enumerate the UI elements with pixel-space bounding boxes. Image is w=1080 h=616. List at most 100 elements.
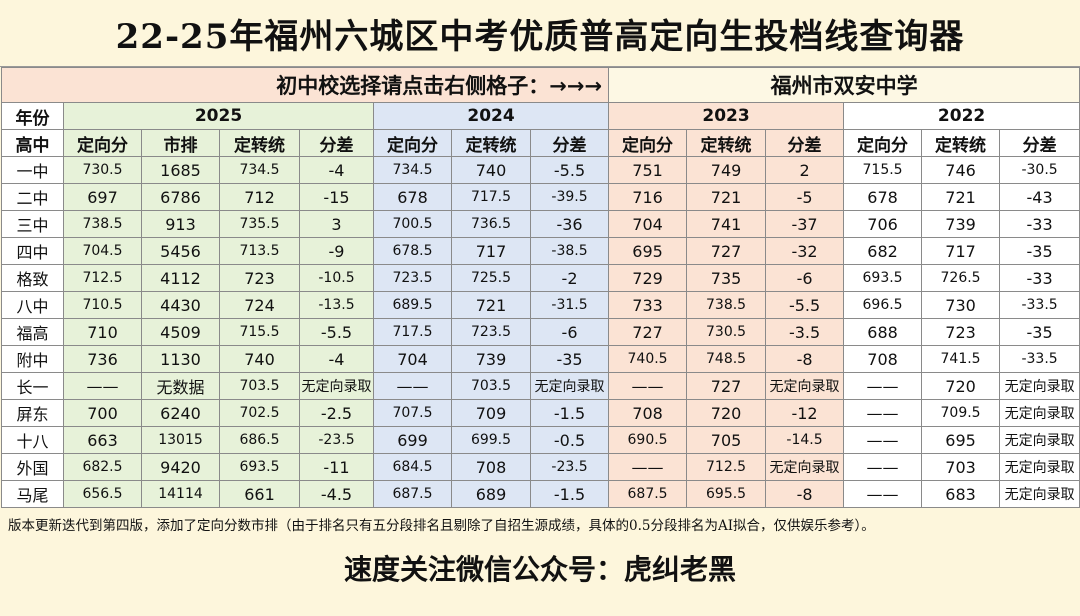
version-note: 版本更新迭代到第四版，添加了定向分数市排（由于排名只有五分段排名且剔除了自招生源… [8,518,875,534]
table-cell: 735.5 [219,210,300,238]
table-cell: 无定向录取 [999,453,1080,481]
table-cell: 720 [686,399,767,427]
school-name-cell: 二中 [1,183,64,211]
table-cell: 727 [686,237,767,265]
table-cell: 6240 [141,399,220,427]
table-cell: 726.5 [921,264,1001,292]
table-cell: 715.5 [843,156,923,184]
score-table: 初中校选择请点击右侧格子：→→→ 福州市双安中学 年份 2025 2024 20… [0,67,1080,508]
year-header-2024: 2024 [372,102,610,130]
table-cell: 748.5 [686,345,767,373]
table-cell: -2 [529,264,610,292]
table-row: 外国 682.5 9420 693.5 -11 684.5 708 -23.5 —— 712.5 无… [1,453,1080,481]
table-cell: 710.5 [63,291,142,319]
table-cell: 9420 [141,453,220,481]
table-cell: 689 [451,480,531,508]
table-cell: —— [608,453,688,481]
table-cell: —— [843,372,923,400]
table-cell: -4 [299,345,374,373]
table-cell: 713.5 [219,237,300,265]
table-cell: 656.5 [63,480,142,508]
table-cell: 无定向录取 [299,372,374,400]
table-cell: 730 [921,291,1001,319]
col-header: 定转统 [686,129,767,157]
table-cell: 723 [921,318,1001,346]
table-cell: -35 [529,345,610,373]
table-cell: 682 [843,237,923,265]
table-cell: 693.5 [843,264,923,292]
table-row: 十八 663 13015 686.5 -23.5 699 699.5 -0.5 690.5 705… [1,426,1080,454]
table-cell: -33.5 [999,291,1080,319]
table-cell: -38.5 [529,237,610,265]
school-selector-cell[interactable]: 福州市双安中学 [608,67,1080,103]
table-cell: 14114 [141,480,220,508]
table-cell: 738.5 [63,210,142,238]
table-cell: 740.5 [608,345,688,373]
table-cell: 736.5 [451,210,531,238]
table-cell: 695 [921,426,1001,454]
table-cell: 739 [451,345,531,373]
table-cell: 683 [921,480,1001,508]
table-cell: 712.5 [686,453,767,481]
table-row: 屏东 700 6240 702.5 -2.5 707.5 709 -1.5 708 720 -12—… [1,399,1080,427]
table-cell: 721 [686,183,767,211]
table-cell: 733 [608,291,688,319]
table-cell: -4 [299,156,374,184]
col-header: 市排 [141,129,220,157]
school-name-cell: 长一 [1,372,64,400]
selector-prompt: 初中校选择请点击右侧格子：→→→ [0,67,610,103]
table-cell: 730.5 [686,318,767,346]
table-cell: 4112 [141,264,220,292]
table-cell: 739 [921,210,1001,238]
table-cell: 740 [451,156,531,184]
col-header: 定向分 [63,129,142,157]
col-header: 分差 [765,129,845,157]
table-cell: 无定向录取 [999,426,1080,454]
table-row: 附中 736 1130 740 -4 704 739 -35 740.5 748.5 -8 708 74… [1,345,1080,373]
table-cell: 5456 [141,237,220,265]
table-cell: 700.5 [373,210,452,238]
table-cell: 708 [843,345,923,373]
table-cell: 3 [299,210,374,238]
table-cell: -6 [765,264,845,292]
table-cell: 717 [921,237,1001,265]
table-cell: 712 [219,183,300,211]
table-cell: -5 [765,183,845,211]
table-cell: 678 [843,183,923,211]
table-row: 八中 710.5 4430 724 -13.5 689.5 721 -31.5 733 738.5… [1,291,1080,319]
table-cell: 725.5 [451,264,531,292]
table-cell: -33.5 [999,345,1080,373]
school-name-cell: 三中 [1,210,64,238]
table-row: 二中 697 6786 712 -15 678 717.5 -39.5 716 721 -5 678 7… [1,183,1080,211]
col-header: 定转统 [219,129,300,157]
table-cell: —— [843,426,923,454]
table-cell: -15 [299,183,374,211]
col-header: 定转统 [921,129,1001,157]
table-cell: 704 [373,345,452,373]
page-title: 22-25年福州六城区中考优质普高定向生投档线查询器 [0,0,1080,67]
school-name-cell: 外国 [1,453,64,481]
table-cell: 无定向录取 [765,372,845,400]
table-cell: -9 [299,237,374,265]
table-cell: -10.5 [299,264,374,292]
col-header: 定向分 [843,129,923,157]
table-cell: 741 [686,210,767,238]
table-cell: 741.5 [921,345,1001,373]
col-header: 定转统 [451,129,531,157]
table-cell: 678.5 [373,237,452,265]
table-cell: 723.5 [373,264,452,292]
table-cell: -11 [299,453,374,481]
table-cell: 703.5 [451,372,531,400]
table-cell: -4.5 [299,480,374,508]
col-header: 分差 [299,129,374,157]
table-cell: -33 [999,210,1080,238]
table-cell: 682.5 [63,453,142,481]
table-cell: 730.5 [63,156,142,184]
table-cell: -1.5 [529,399,610,427]
table-cell: -23.5 [529,453,610,481]
table-cell: 687.5 [373,480,452,508]
table-cell: —— [608,372,688,400]
table-cell: -35 [999,237,1080,265]
table-cell: -5.5 [765,291,845,319]
